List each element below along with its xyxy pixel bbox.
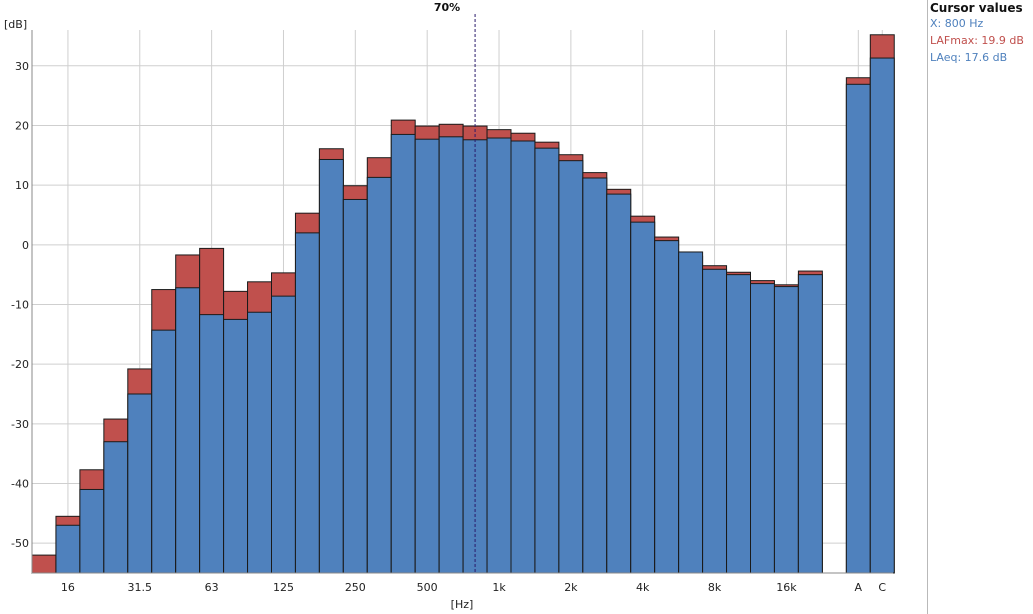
y-tick-label: 30 <box>15 60 29 73</box>
y-tick-label: -40 <box>11 477 29 490</box>
y-tick-label: -50 <box>11 537 29 550</box>
x-tick-label: 16k <box>776 581 797 594</box>
cursor-values-title: Cursor values <box>930 1 1023 15</box>
laeq-bar <box>79 488 105 574</box>
laeq-bar <box>438 136 464 574</box>
x-tick-label: 4k <box>636 581 650 594</box>
laeq-bar <box>654 240 680 574</box>
x-tick-label: 31.5 <box>128 581 153 594</box>
laeq-bar <box>103 441 129 574</box>
laeq-bar <box>726 274 751 574</box>
laeq-bar <box>702 268 728 574</box>
laeq-bar <box>510 140 536 574</box>
laeq-bar <box>318 158 344 574</box>
laeq-bar <box>797 274 823 574</box>
laeq-bar <box>534 147 560 574</box>
laeq-bar <box>175 287 201 574</box>
laeq-bar <box>342 198 368 574</box>
y-tick-label: 0 <box>22 239 29 252</box>
y-tick-label: 20 <box>15 119 29 132</box>
y-axis-label: [dB] <box>4 18 27 31</box>
y-tick-label: -30 <box>11 418 29 431</box>
x-tick-label: 250 <box>345 581 366 594</box>
lafmax-bar <box>31 554 57 574</box>
laeq-bar <box>414 138 440 574</box>
cursor-x-value: X: 800 Hz <box>930 17 984 30</box>
laeq-bar <box>199 314 225 574</box>
laeq-bar <box>678 251 704 574</box>
cursor-values-panel: Cursor values X: 800 Hz LAFmax: 19.9 dB … <box>927 0 1033 614</box>
spectrum-chart: 70% [dB] [Hz] -50 -40 -30 -20 -10 0 10 20 30 16 31… <box>4 1 895 611</box>
x-tick-label: 125 <box>273 581 294 594</box>
y-tick-label: -10 <box>11 298 29 311</box>
x-axis-label: [Hz] <box>451 598 474 611</box>
cursor-lafmax-value: LAFmax: 19.9 dB <box>930 34 1024 47</box>
x-tick-label: C <box>878 581 886 594</box>
x-tick-label: 2k <box>564 581 578 594</box>
laeq-bar <box>294 232 320 574</box>
laeq-bar <box>271 295 296 574</box>
laeq-bar <box>558 160 584 574</box>
chart-title: 70% <box>434 1 460 14</box>
laeq-bar <box>750 283 775 574</box>
laeq-bar <box>151 329 177 574</box>
y-tick-label: -20 <box>11 358 29 371</box>
x-tick-label: A <box>855 581 863 594</box>
y-tick-label: 10 <box>15 179 29 192</box>
x-tick-label: 8k <box>708 581 722 594</box>
laeq-bar <box>247 311 273 574</box>
x-tick-label: 16 <box>61 581 75 594</box>
laeq-bar <box>55 524 81 574</box>
laeq-bar <box>582 177 608 574</box>
laeq-bar <box>773 286 799 574</box>
axes: -50 -40 -30 -20 -10 0 10 20 30 16 31.5 63 125 250 500 1… <box>11 30 893 594</box>
laeq-bar <box>366 176 392 574</box>
x-tick-label: 63 <box>205 581 219 594</box>
laeq-bar <box>630 221 656 574</box>
laeq-bar <box>845 83 871 574</box>
laeq-bar <box>223 318 249 574</box>
laeq-bar <box>869 57 895 574</box>
laeq-bar <box>606 193 632 574</box>
x-tick-label: 500 <box>417 581 438 594</box>
x-tick-label: 1k <box>492 581 506 594</box>
laeq-bar <box>486 137 512 574</box>
laeq-bar <box>127 393 153 574</box>
laeq-bar <box>390 133 416 574</box>
cursor-laeq-value: LAeq: 17.6 dB <box>930 51 1008 64</box>
bars <box>31 34 895 574</box>
